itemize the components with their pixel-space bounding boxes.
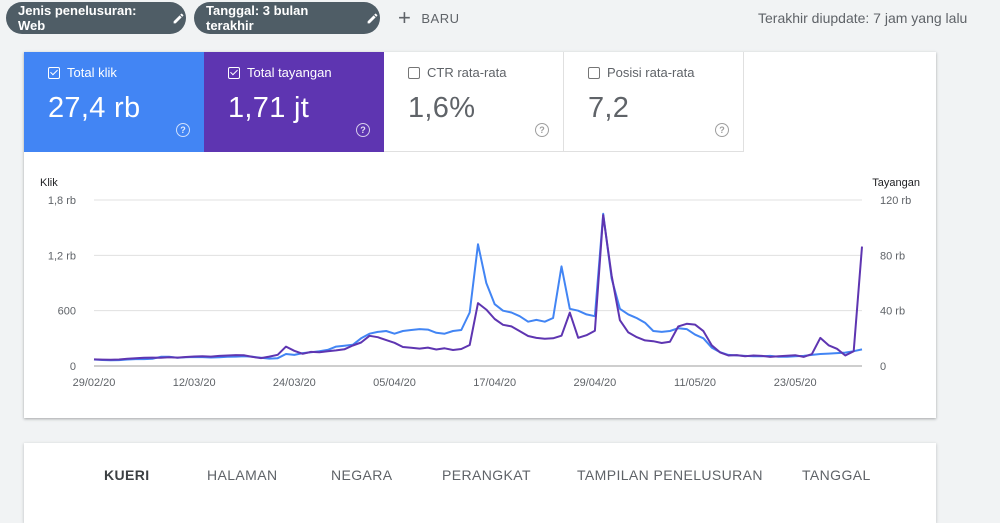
metric-label: CTR rata-rata <box>427 65 507 80</box>
date-filter-chip[interactable]: Tanggal: 3 bulan terakhir <box>194 2 380 34</box>
new-filter-label: BARU <box>421 10 460 26</box>
metric-value: 27,4 rb <box>48 92 141 124</box>
x-axis-tick-label: 17/04/20 <box>473 377 516 389</box>
clicks-series-line <box>93 212 863 362</box>
performance-chart[interactable]: Klik Tayangan 0 600 1,2 rb 1,8 rb 0 40 rb 80 r… <box>24 152 936 418</box>
pencil-icon <box>171 10 186 26</box>
right-axis-tick-label: 120 rb <box>880 195 911 207</box>
x-axis-tick-label: 29/04/20 <box>573 377 616 389</box>
metric-tile-average-ctr[interactable]: CTR rata-rata 1,6% ? <box>384 52 564 152</box>
right-axis-tick-label: 0 <box>880 361 886 373</box>
checkbox-unchecked-icon[interactable] <box>408 66 420 79</box>
x-axis-tick-label: 11/05/20 <box>674 377 716 389</box>
help-icon[interactable]: ? <box>715 123 729 137</box>
chart-series-lines <box>93 212 863 362</box>
impressions-series-line <box>93 214 863 361</box>
help-icon[interactable]: ? <box>176 123 190 137</box>
chart-gridlines <box>94 199 862 367</box>
checkbox-checked-icon[interactable] <box>228 66 240 79</box>
performance-card: Total klik 27,4 rb ? Total tayangan 1,71… <box>24 52 936 418</box>
last-updated-text: Terakhir diupdate: 7 jam yang lalu <box>758 10 968 26</box>
chart-tick-labels: 0 600 1,2 rb 1,8 rb 0 40 rb 80 rb 120 rb 29/02/2… <box>48 195 911 389</box>
metric-value: 1,6% <box>408 92 476 124</box>
metric-tile-total-clicks[interactable]: Total klik 27,4 rb ? <box>24 52 204 152</box>
metric-tile-total-impressions[interactable]: Total tayangan 1,71 jt ? <box>204 52 384 152</box>
date-filter-label: Tanggal: 3 bulan terakhir <box>206 3 309 33</box>
tab-countries[interactable]: NEGARA <box>331 467 393 483</box>
x-axis-tick-label: 29/02/20 <box>73 377 116 389</box>
checkbox-checked-icon[interactable] <box>48 66 60 79</box>
help-icon[interactable]: ? <box>356 123 370 137</box>
right-axis-tick-label: 40 rb <box>880 306 905 318</box>
tab-dates[interactable]: TANGGAL <box>802 467 871 483</box>
pencil-icon <box>364 10 380 26</box>
left-axis-tick-label: 600 <box>58 306 76 318</box>
new-filter-button[interactable]: + BARU <box>398 2 459 34</box>
search-type-filter-chip[interactable]: Jenis penelusuran: Web <box>6 2 186 34</box>
left-axis-tick-label: 1,8 rb <box>48 195 76 207</box>
metric-label: Posisi rata-rata <box>607 65 695 80</box>
help-icon[interactable]: ? <box>535 123 549 137</box>
checkbox-unchecked-icon[interactable] <box>588 66 600 79</box>
metric-value: 1,71 jt <box>228 92 310 124</box>
x-axis-tick-label: 05/04/20 <box>373 377 416 389</box>
x-axis-tick-label: 12/03/20 <box>173 377 216 389</box>
x-axis-tick-label: 24/03/20 <box>273 377 316 389</box>
tab-devices[interactable]: PERANGKAT <box>442 467 531 483</box>
filter-bar: Jenis penelusuran: Web Tanggal: 3 bulan … <box>0 0 1000 40</box>
right-axis-tick-label: 80 rb <box>880 250 905 262</box>
left-axis-tick-label: 0 <box>70 361 76 373</box>
x-axis-tick-label: 23/05/20 <box>774 377 817 389</box>
right-axis-title: Tayangan <box>872 177 920 189</box>
tab-search-appearance[interactable]: TAMPILAN PENELUSURAN <box>577 467 763 483</box>
metric-value: 7,2 <box>588 92 630 124</box>
tab-pages[interactable]: HALAMAN <box>207 467 278 483</box>
search-type-filter-label: Jenis penelusuran: Web <box>18 3 137 33</box>
plus-icon: + <box>398 5 412 30</box>
metric-label: Total klik <box>67 65 117 80</box>
tab-queries[interactable]: KUERI <box>104 467 150 483</box>
left-axis-tick-label: 1,2 rb <box>48 250 76 262</box>
left-axis-title: Klik <box>40 177 58 189</box>
dimension-tabs-card: KUERI HALAMAN NEGARA PERANGKAT TAMPILAN … <box>24 443 936 523</box>
metric-tile-average-position[interactable]: Posisi rata-rata 7,2 ? <box>564 52 744 152</box>
metric-label: Total tayangan <box>247 65 332 80</box>
